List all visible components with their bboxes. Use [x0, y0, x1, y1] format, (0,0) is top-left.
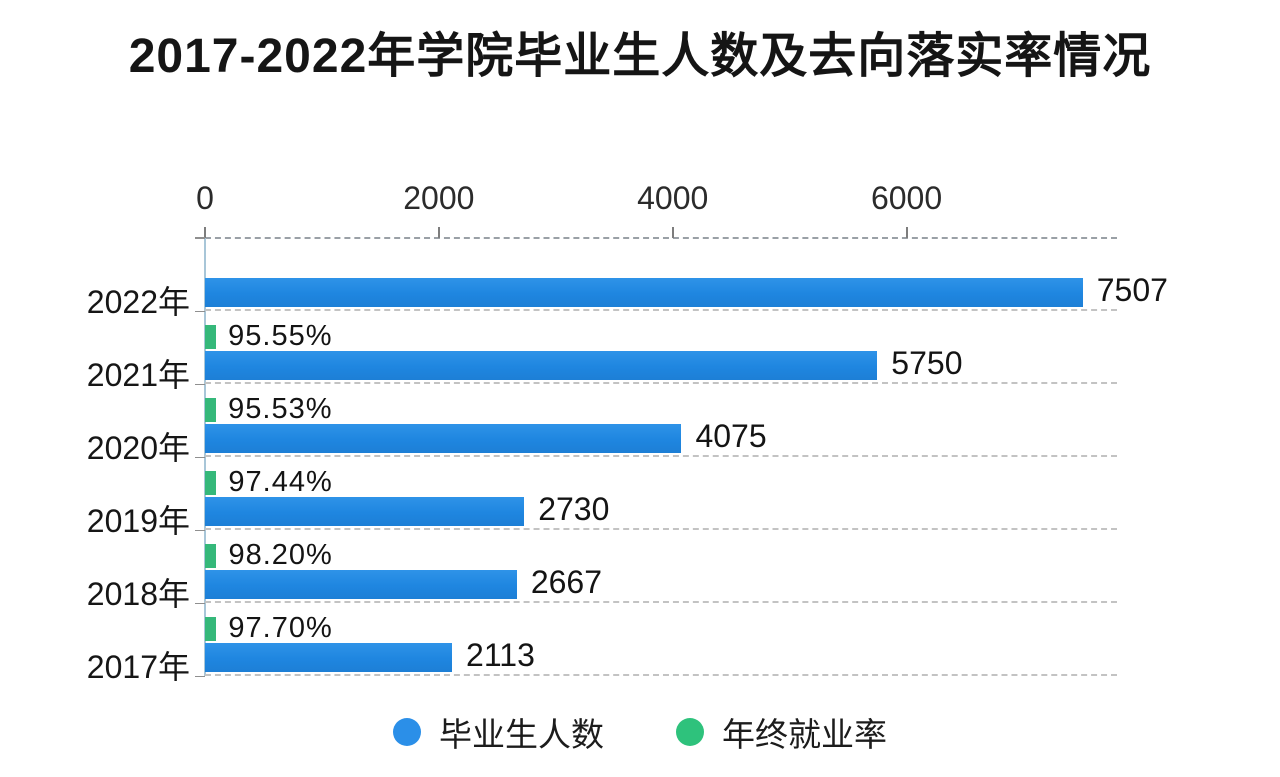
y-axis-line: [204, 238, 206, 676]
y-axis-tick: [195, 237, 205, 239]
x-axis-tick: [671, 227, 674, 238]
x-axis-tick: [437, 227, 440, 238]
chart-row: 4075 95.53%: [195, 384, 1117, 458]
row-separator-gridline: [205, 455, 1117, 457]
bar-value-label: 7507: [1096, 272, 1168, 308]
bar-value-label: 4075: [695, 418, 767, 454]
legend-label-graduates: 毕业生人数: [439, 716, 604, 753]
row-separator-gridline: [205, 601, 1117, 603]
legend-marker-employment-rate: [676, 718, 704, 746]
rate-value-label: 98.20%: [228, 539, 333, 571]
employment-rate-bar: [205, 471, 217, 495]
category-label: 2018年: [86, 575, 190, 612]
graduates-bar: [205, 351, 878, 380]
y-axis-tick: [195, 456, 205, 458]
x-axis-line: [205, 237, 1117, 239]
x-axis-tick: [204, 227, 206, 238]
x-tick-label: 6000: [870, 180, 943, 216]
y-axis-tick: [195, 383, 205, 385]
employment-rate-bar: [205, 544, 217, 568]
graduates-bar: [205, 643, 453, 672]
category-label: 2021年: [86, 356, 190, 393]
x-tick-label: 4000: [637, 180, 709, 216]
employment-rate-bar: [205, 617, 217, 641]
row-separator-gridline: [205, 382, 1117, 384]
category-label: 2020年: [86, 429, 190, 466]
x-tick-label: 0: [196, 180, 214, 216]
chart-row: 2667 98.20%: [195, 530, 1117, 604]
graduates-bar: [205, 424, 682, 453]
legend-marker-graduates: [393, 718, 421, 746]
rate-value-label: 97.44%: [228, 466, 333, 498]
row-separator-gridline: [205, 674, 1117, 676]
y-axis-tick: [195, 602, 205, 604]
y-axis-tick: [195, 529, 205, 531]
legend: 毕业生人数 年终就业率: [0, 708, 1280, 756]
category-label: 2017年: [86, 648, 190, 685]
y-axis-tick: [195, 310, 205, 312]
row-separator-gridline: [205, 528, 1117, 530]
bar-value-label: 2113: [466, 637, 535, 673]
legend-item: 年终就业率: [676, 708, 887, 756]
y-axis-tick: [195, 675, 205, 677]
x-tick-label: 2000: [403, 180, 475, 216]
employment-rate-bar: [205, 325, 217, 349]
rate-value-label: 95.53%: [228, 393, 333, 425]
rate-value-label: 97.70%: [228, 612, 333, 644]
legend-item: 毕业生人数: [393, 708, 604, 756]
chart-row: 2113 97.70%: [195, 603, 1117, 677]
chart-title: 2017-2022年学院毕业生人数及去向落实率情况: [128, 30, 1152, 83]
row-separator-gridline: [205, 309, 1117, 311]
bar-value-label: 5750: [891, 345, 963, 381]
chart-row: 2730 97.44%: [195, 457, 1117, 531]
employment-rate-bar: [205, 398, 217, 422]
bar-value-label: 2667: [530, 564, 603, 600]
rate-value-label: 95.55%: [228, 320, 333, 352]
legend-label-employment-rate: 年终就业率: [722, 716, 887, 753]
bar-value-label: 2730: [538, 491, 610, 527]
x-axis-tick: [905, 227, 908, 238]
category-label: 2022年: [86, 283, 190, 320]
plot-area: 0 2000 4000 6000 7507 5750 95.55% 4075 95.53% 27…: [195, 180, 1168, 677]
graduates-bar: [205, 497, 525, 526]
chart-row: 7507: [195, 238, 1168, 312]
chart-row: 5750 95.55%: [195, 311, 1117, 385]
category-label: 2019年: [86, 502, 190, 539]
graduates-bar: [205, 278, 1083, 307]
graduates-bar: [205, 570, 517, 599]
